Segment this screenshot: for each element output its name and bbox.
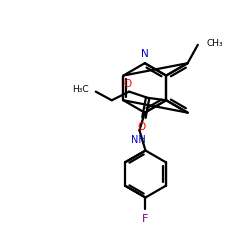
Text: O: O [137,122,145,132]
Text: H₃C: H₃C [72,86,88,94]
Text: N: N [141,49,149,59]
Text: CH₃: CH₃ [206,39,223,48]
Text: F: F [142,214,149,224]
Text: O: O [123,79,131,89]
Text: NH: NH [131,135,146,145]
